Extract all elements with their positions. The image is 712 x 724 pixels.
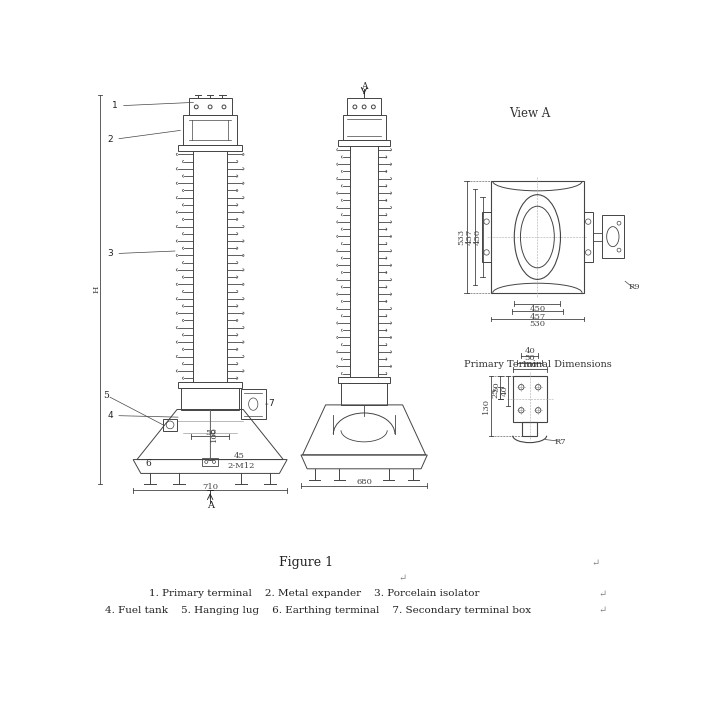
Text: 130: 130 <box>482 397 490 413</box>
Text: ↵: ↵ <box>591 558 600 567</box>
Text: 680: 680 <box>356 478 372 486</box>
Text: 50: 50 <box>524 354 535 362</box>
Bar <box>163 418 177 431</box>
Text: 100: 100 <box>522 361 538 369</box>
Text: A: A <box>206 501 214 510</box>
Text: 40: 40 <box>501 386 508 397</box>
Text: Primary Terminal Dimensions: Primary Terminal Dimensions <box>464 360 612 369</box>
Bar <box>183 115 237 145</box>
Bar <box>181 388 239 410</box>
Text: 25: 25 <box>492 387 500 398</box>
Text: R9: R9 <box>629 282 640 291</box>
Bar <box>341 383 387 405</box>
Text: 457: 457 <box>466 229 473 245</box>
Text: View A: View A <box>509 107 550 120</box>
Text: A: A <box>361 82 367 90</box>
Bar <box>513 376 547 422</box>
Text: 3: 3 <box>108 249 175 258</box>
Text: 45: 45 <box>234 452 245 460</box>
Text: 450: 450 <box>529 305 545 313</box>
Text: 2: 2 <box>108 130 180 144</box>
Bar <box>522 422 538 436</box>
Text: 4: 4 <box>108 411 178 420</box>
Text: H: H <box>92 286 100 293</box>
Bar <box>189 98 231 115</box>
Text: ↵: ↵ <box>399 573 407 583</box>
Text: 1: 1 <box>112 101 194 111</box>
Text: 457: 457 <box>529 313 545 321</box>
Text: 50: 50 <box>205 429 216 437</box>
Bar <box>178 382 243 388</box>
Text: 4. Fuel tank    5. Hanging lug    6. Earthing terminal    7. Secondary terminal : 4. Fuel tank 5. Hanging lug 6. Earthing … <box>105 606 531 615</box>
Bar <box>202 458 218 466</box>
Text: R7: R7 <box>555 438 566 446</box>
Bar <box>338 140 390 146</box>
Text: Figure 1: Figure 1 <box>279 556 333 569</box>
Bar <box>347 98 381 115</box>
Bar <box>584 212 593 261</box>
Text: 100: 100 <box>210 426 218 442</box>
Bar <box>178 145 243 151</box>
Text: 710: 710 <box>202 482 218 491</box>
Text: 530: 530 <box>530 321 545 329</box>
Bar <box>241 390 266 418</box>
Text: 533: 533 <box>457 229 465 245</box>
Bar <box>491 181 584 292</box>
Bar <box>342 115 386 140</box>
Text: 5: 5 <box>103 391 109 400</box>
Text: ↵: ↵ <box>599 606 607 615</box>
Bar <box>338 377 390 383</box>
Text: 7: 7 <box>266 400 273 408</box>
Text: 1. Primary terminal    2. Metal expander    3. Porcelain isolator: 1. Primary terminal 2. Metal expander 3.… <box>149 589 479 598</box>
Text: 450: 450 <box>473 229 481 245</box>
Text: 6: 6 <box>146 459 152 468</box>
Text: 40: 40 <box>524 347 535 355</box>
Text: 50: 50 <box>492 382 500 392</box>
Bar <box>602 216 624 258</box>
Bar <box>482 212 491 261</box>
Text: ↵: ↵ <box>599 589 607 598</box>
Text: 2-M12: 2-M12 <box>227 462 255 470</box>
